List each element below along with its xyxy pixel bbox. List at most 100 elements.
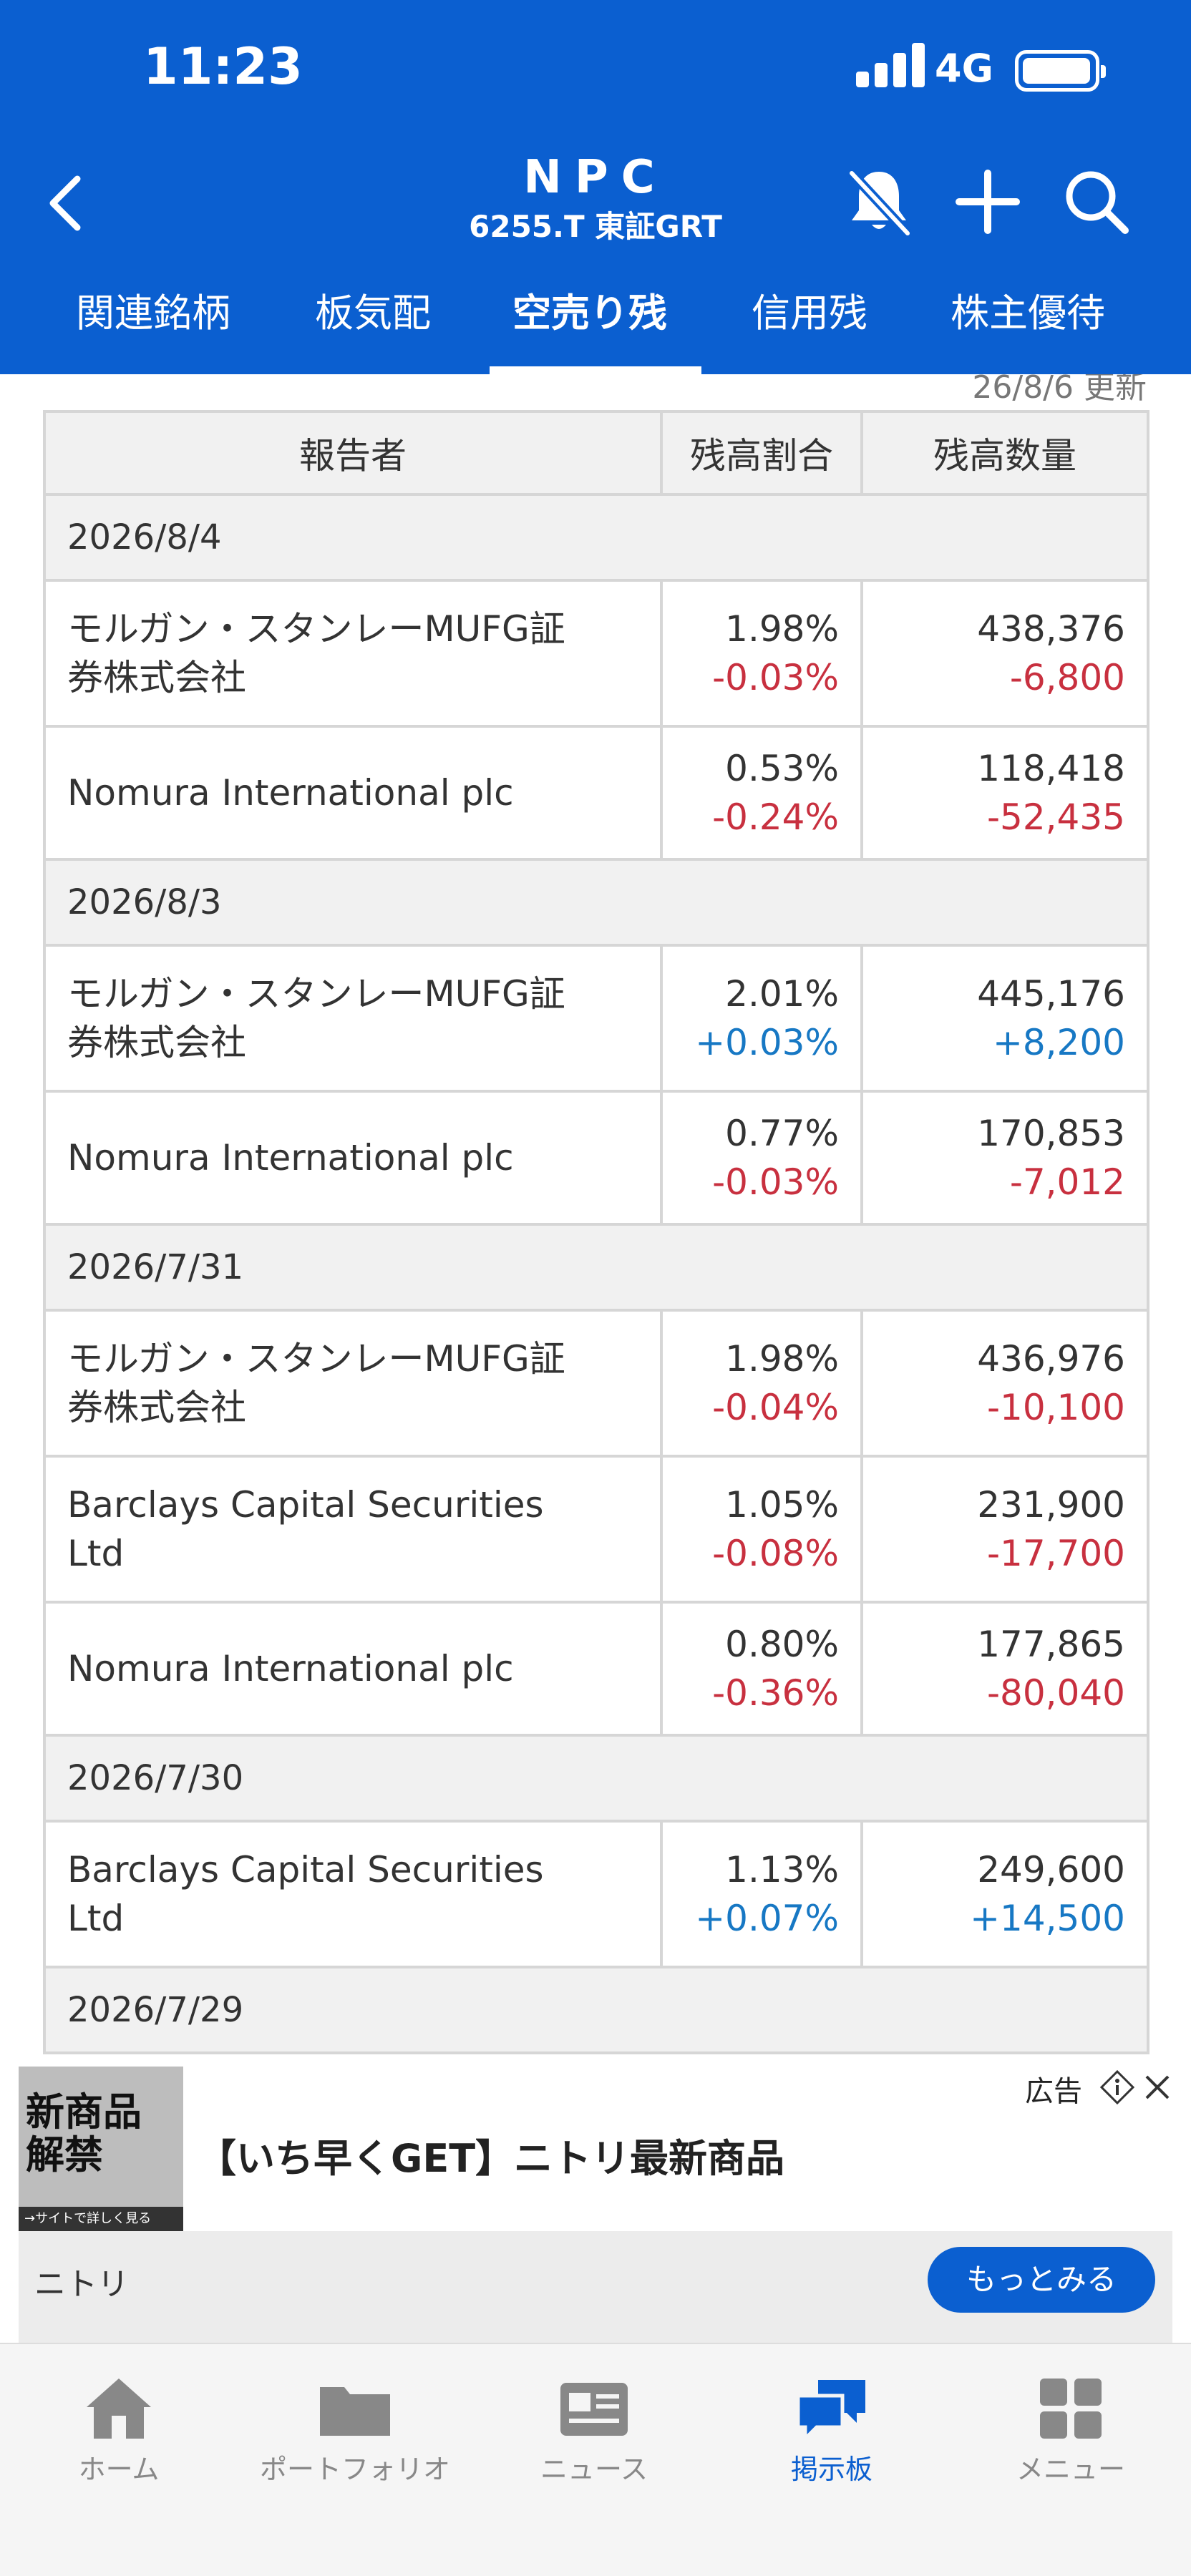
reporter-cell: モルガン・スタンレーMUFG証 券株式会社 xyxy=(43,1309,663,1458)
quantity-value: 249,600 xyxy=(977,1849,1125,1890)
table-row[interactable]: モルガン・スタンレーMUFG証 券株式会社 2.01% +0.03% 445,176 +8… xyxy=(43,944,1149,1093)
ad-thumb-text-2: 解禁 xyxy=(26,2132,103,2177)
ratio-cell: 1.98% -0.03% xyxy=(660,579,863,728)
search-icon[interactable] xyxy=(1054,159,1139,245)
ratio-value: 1.05% xyxy=(725,1484,839,1526)
reporter-name-cont: 券株式会社 xyxy=(67,657,246,698)
ad-info-icon[interactable] xyxy=(1099,2069,1135,2105)
reporter-name-cont: Ltd xyxy=(67,1898,125,1939)
date-label: 2026/7/30 xyxy=(43,1734,1149,1823)
table-row[interactable]: モルガン・スタンレーMUFG証 券株式会社 1.98% -0.03% 438,376 -6… xyxy=(43,579,1149,728)
header-reporter: 報告者 xyxy=(43,410,663,496)
reporter-name: Nomura International plc xyxy=(67,772,514,814)
page-title: NPC xyxy=(523,151,668,204)
ratio-cell: 0.53% -0.24% xyxy=(660,725,863,861)
nav-portfolio-label: ポートフォリオ xyxy=(259,2454,450,2485)
ratio-value: 0.53% xyxy=(725,748,839,789)
ad-thumbnail[interactable]: 新商品 解禁 →サイトで詳しく見る xyxy=(19,2067,183,2231)
table-row[interactable]: Barclays Capital Securities Ltd 1.05% -0.08… xyxy=(43,1455,1149,1604)
ratio-value: 1.98% xyxy=(725,1338,839,1380)
quantity-change: -6,800 xyxy=(1009,657,1125,698)
header-ratio: 残高割合 xyxy=(660,410,863,496)
ad-label: 広告 xyxy=(1025,2075,1082,2108)
nav-board-label: 掲示板 xyxy=(790,2454,872,2485)
status-time: 11:23 xyxy=(143,37,303,96)
reporter-cell: Barclays Capital Securities Ltd xyxy=(43,1455,663,1604)
ratio-change: +0.07% xyxy=(695,1898,839,1939)
date-group-row: 2026/7/31 xyxy=(43,1223,1149,1312)
quantity-value: 170,853 xyxy=(977,1113,1125,1154)
quantity-cell: 438,376 -6,800 xyxy=(860,579,1149,728)
ratio-change: -0.36% xyxy=(712,1672,839,1714)
ratio-cell: 1.05% -0.08% xyxy=(660,1455,863,1604)
nav-portfolio[interactable]: ポートフォリオ xyxy=(248,2373,462,2487)
ratio-cell: 1.98% -0.04% xyxy=(660,1309,863,1458)
tab-shareholder-benefits[interactable]: 株主優待 xyxy=(951,291,1105,336)
quantity-change: -10,100 xyxy=(987,1387,1125,1428)
tab-board-quote[interactable]: 板気配 xyxy=(315,291,431,336)
quantity-cell: 249,600 +14,500 xyxy=(860,1820,1149,1968)
ad-top: 新商品 解禁 →サイトで詳しく見る 【いち早くGET】ニトリ最新商品 広告 xyxy=(19,2067,1172,2231)
date-group-row: 2026/7/29 xyxy=(43,1966,1149,2054)
grid-menu-icon xyxy=(1040,2379,1102,2439)
tab-margin[interactable]: 信用残 xyxy=(752,291,867,336)
quantity-value: 118,418 xyxy=(977,748,1125,789)
quantity-cell: 177,865 -80,040 xyxy=(860,1601,1149,1737)
table-row[interactable]: Barclays Capital Securities Ltd 1.13% +0.07… xyxy=(43,1820,1149,1968)
reporter-cell: モルガン・スタンレーMUFG証 券株式会社 xyxy=(43,579,663,728)
nav-board[interactable]: 掲示板 xyxy=(724,2373,939,2487)
news-icon xyxy=(560,2383,628,2436)
ad-headline[interactable]: 【いち早くGET】ニトリ最新商品 xyxy=(198,2136,785,2181)
ratio-change: +0.03% xyxy=(695,1022,839,1063)
table-row[interactable]: モルガン・スタンレーMUFG証 券株式会社 1.98% -0.04% 436,976 -1… xyxy=(43,1309,1149,1458)
ad-more-button[interactable]: もっとみる xyxy=(928,2247,1155,2313)
reporter-name-cont: 券株式会社 xyxy=(67,1387,246,1428)
quantity-cell: 170,853 -7,012 xyxy=(860,1090,1149,1226)
ad-brand: ニトリ xyxy=(34,2266,129,2303)
ad-banner[interactable]: 新商品 解禁 →サイトで詳しく見る 【いち早くGET】ニトリ最新商品 広告 ニトリ… xyxy=(0,2067,1191,2343)
plus-icon[interactable] xyxy=(945,159,1031,245)
table-row[interactable]: Nomura International plc 0.80% -0.36% 177,8… xyxy=(43,1601,1149,1737)
ratio-value: 1.13% xyxy=(725,1849,839,1890)
status-bar: 11:23 4G xyxy=(0,0,1191,143)
table-row[interactable]: Nomura International plc 0.77% -0.03% 170,8… xyxy=(43,1090,1149,1226)
nav-home[interactable]: ホーム xyxy=(11,2373,226,2487)
nav-news-label: ニュース xyxy=(540,2454,648,2485)
quantity-value: 177,865 xyxy=(977,1624,1125,1665)
tab-bar: 関連銘柄 板気配 空売り残 信用残 株主優待 xyxy=(0,272,1191,374)
ad-close-icon[interactable] xyxy=(1139,2069,1175,2105)
ad-card[interactable]: 新商品 解禁 →サイトで詳しく見る 【いち早くGET】ニトリ最新商品 広告 ニトリ… xyxy=(19,2067,1172,2343)
tab-short-selling[interactable]: 空売り残 xyxy=(512,291,667,336)
table-row[interactable]: Nomura International plc 0.53% -0.24% 118,4… xyxy=(43,725,1149,861)
bell-off-icon[interactable] xyxy=(836,159,922,245)
nav-news[interactable]: ニュース xyxy=(487,2373,701,2487)
ticker-subtitle: 6255.T 東証GRT xyxy=(469,209,722,244)
quantity-change: -7,012 xyxy=(1009,1161,1125,1203)
quantity-change: -80,040 xyxy=(987,1672,1125,1714)
nav-menu[interactable]: メニュー xyxy=(963,2373,1178,2487)
ratio-change: -0.04% xyxy=(712,1387,839,1428)
ratio-cell: 0.80% -0.36% xyxy=(660,1601,863,1737)
ratio-change: -0.03% xyxy=(712,657,839,698)
home-icon xyxy=(87,2379,151,2439)
battery-icon xyxy=(1015,50,1106,92)
reporter-cell: Nomura International plc xyxy=(43,1090,663,1226)
date-label: 2026/8/3 xyxy=(43,858,1149,947)
date-group-row: 2026/8/4 xyxy=(43,493,1149,582)
updated-text: 26/8/6 更新 xyxy=(972,374,1147,406)
short-selling-content: 26/8/6 更新 報告者 残高割合 残高数量 2026/8/4 モルガン・スタン… xyxy=(0,374,1191,2068)
nav-bar: NPC 6255.T 東証GRT xyxy=(0,143,1191,272)
quantity-cell: 436,976 -10,100 xyxy=(860,1309,1149,1458)
reporter-cell: Barclays Capital Securities Ltd xyxy=(43,1820,663,1968)
nav-menu-label: メニュー xyxy=(1016,2454,1125,2485)
app-header: 11:23 4G NPC 6255.T 東証GRT xyxy=(0,0,1191,374)
date-label: 2026/8/4 xyxy=(43,493,1149,582)
ratio-change: -0.03% xyxy=(712,1161,839,1203)
ratio-change: -0.08% xyxy=(712,1533,839,1574)
ratio-cell: 0.77% -0.03% xyxy=(660,1090,863,1226)
bottom-nav: ホーム ポートフォリオ ニュース 掲示板 メニュー xyxy=(0,2343,1191,2576)
ad-thumb-footer: →サイトで詳しく見る xyxy=(19,2207,183,2231)
back-icon[interactable] xyxy=(33,163,104,242)
quantity-value: 445,176 xyxy=(977,973,1125,1015)
tab-related[interactable]: 関連銘柄 xyxy=(76,291,230,336)
